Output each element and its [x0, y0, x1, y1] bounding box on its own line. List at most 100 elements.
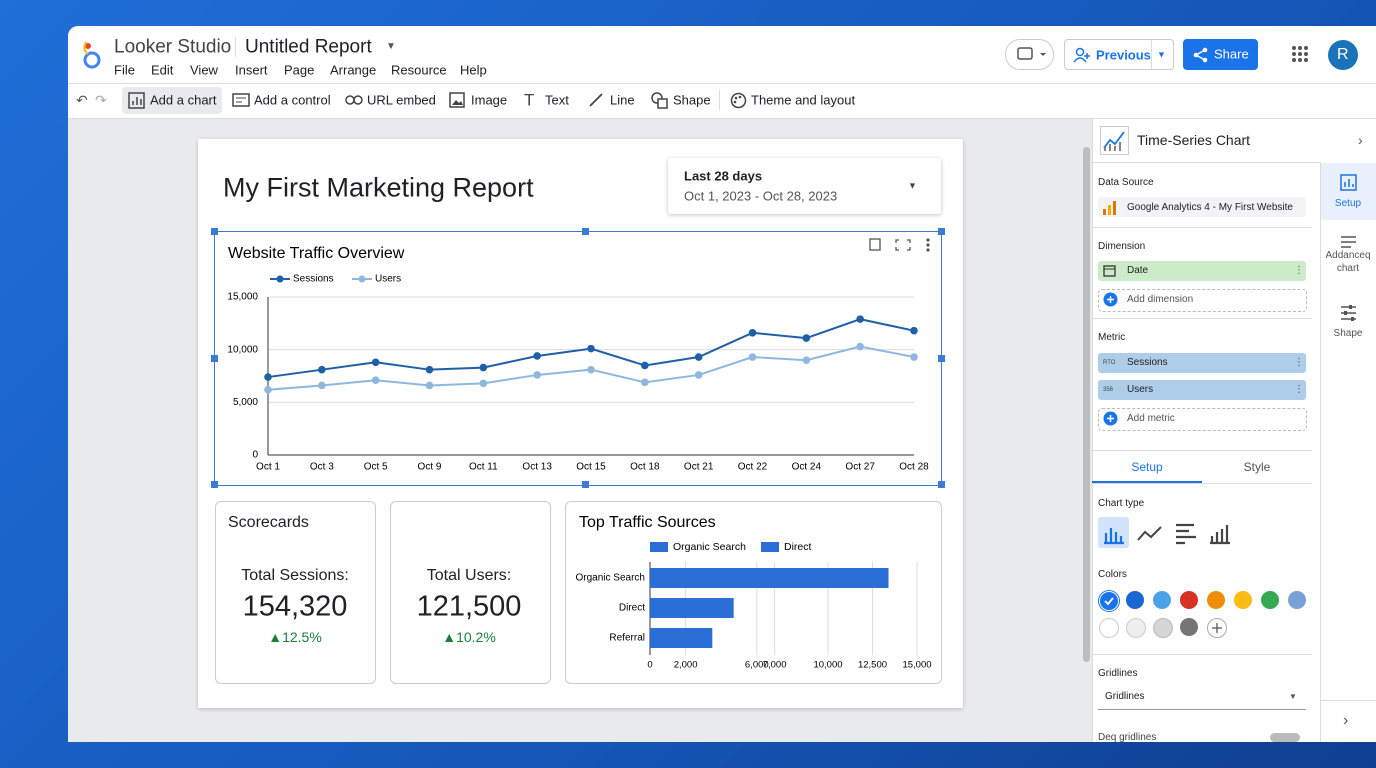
toolbar-item[interactable]: Text [545, 92, 569, 108]
menu-item[interactable]: Edit [151, 62, 174, 78]
toolbar-item[interactable]: Theme and layout [751, 92, 856, 108]
share-button[interactable]: Share [1183, 39, 1258, 70]
menu-item[interactable]: Resource [391, 62, 447, 78]
legend-label: Users [375, 274, 401, 285]
rail-item[interactable]: Setup [1334, 198, 1362, 209]
toolbar-item[interactable]: Shape [673, 92, 711, 108]
color-swatch[interactable] [1099, 591, 1119, 611]
tab[interactable]: Style [1243, 460, 1271, 474]
color-swatch[interactable] [1288, 591, 1306, 609]
apps-icon[interactable] [1291, 45, 1309, 63]
chart-type-icon [1100, 126, 1129, 155]
dropdown-icon[interactable]: ▼ [386, 41, 396, 52]
report-name[interactable]: Untitled Report [245, 36, 372, 58]
color-swatch[interactable] [1180, 618, 1198, 636]
tab[interactable]: Setup [1131, 460, 1163, 474]
rail-item[interactable]: Shape [1333, 328, 1363, 339]
scorecard [215, 501, 376, 684]
metric-icon: 356 [1103, 387, 1114, 393]
date-range-control[interactable]: Last 28 days Oct 1, 2023 - Oct 28, 2023 … [668, 158, 941, 214]
color-swatch[interactable] [1234, 591, 1252, 609]
expand-icon[interactable]: › [1343, 712, 1349, 729]
toolbar-item[interactable]: Add a control [254, 92, 331, 108]
y-tick-label: Direct [619, 603, 645, 614]
x-tick-label: Oct 15 [576, 462, 606, 473]
metric-chip[interactable] [1098, 353, 1306, 373]
data-point [425, 381, 434, 390]
share-label: Share [1214, 46, 1249, 62]
x-tick-label: 12,500 [858, 660, 887, 671]
data-point [641, 361, 649, 370]
color-swatch[interactable] [1126, 591, 1144, 609]
scorecard-change: ▲12.5% [268, 629, 322, 645]
dropdown-icon[interactable]: ▼ [1157, 49, 1166, 60]
collapse-icon[interactable]: › [1358, 132, 1363, 148]
redo[interactable]: ↷ [95, 92, 107, 108]
color-swatch[interactable] [1153, 591, 1171, 609]
gridlines-select[interactable]: Gridlines [1105, 691, 1145, 702]
data-point [748, 353, 757, 361]
x-tick-label: 0 [647, 660, 652, 671]
avatar-letter: R [1337, 46, 1349, 63]
more-icon[interactable]: ⋮ [1294, 384, 1304, 395]
dimension-chip[interactable] [1098, 261, 1306, 281]
chart-frame [565, 501, 942, 684]
menu-item[interactable]: View [190, 62, 218, 78]
chart-title: Top Traffic Sources [579, 514, 716, 531]
color-swatch[interactable] [1099, 618, 1119, 638]
comments-button[interactable] [1005, 39, 1054, 70]
add-dimension-label: Add dimension [1127, 294, 1194, 305]
add-color[interactable] [1207, 618, 1227, 638]
avatar[interactable]: R [1328, 40, 1358, 70]
scorecard [390, 501, 551, 684]
scorecard-value: 154,320 [242, 590, 348, 623]
line-chart: Website Traffic Overview 0 5,000 10,000 15,… [227, 238, 930, 473]
scorecard-value: 121,500 [416, 590, 522, 623]
previous-button[interactable]: Previous ▼ [1064, 39, 1174, 70]
color-swatch[interactable] [1207, 591, 1225, 609]
dropdown-icon[interactable]: ▼ [1289, 692, 1297, 701]
menu-item[interactable]: Help [460, 62, 487, 78]
toolbar-item[interactable]: URL embed [367, 92, 436, 108]
scrollbar [1083, 147, 1090, 662]
more-icon[interactable]: ⋮ [1294, 265, 1304, 276]
panel-title: Time-Series Chart [1137, 132, 1251, 148]
x-tick-label: Oct 1 [256, 462, 280, 473]
toolbar-item[interactable]: Image [471, 92, 508, 108]
x-tick-label: 6,000 [745, 660, 769, 671]
color-swatch[interactable] [1126, 618, 1146, 638]
chart-title: Website Traffic Overview [228, 245, 405, 262]
add-chart-button[interactable] [122, 87, 222, 114]
menu-item[interactable]: Page [284, 62, 315, 78]
color-swatch[interactable] [1180, 591, 1198, 609]
chart-icon [128, 92, 145, 109]
toolbar-item[interactable]: Line [610, 92, 635, 108]
menu-item[interactable]: Insert [235, 62, 268, 78]
legend-swatch [761, 542, 779, 552]
color-swatch[interactable] [1261, 591, 1279, 609]
x-tick-label: Oct 3 [310, 462, 334, 473]
menu-item[interactable]: Arrange [330, 62, 377, 78]
rail-item[interactable]: Addanceq chart [1325, 250, 1371, 274]
more-icon[interactable]: ⋮ [1294, 357, 1304, 368]
data-point [264, 373, 272, 381]
data-point [641, 378, 649, 387]
toggle[interactable] [1270, 733, 1300, 742]
metric-chip[interactable] [1098, 380, 1306, 400]
data-point [856, 342, 864, 351]
undo[interactable]: ↶ [76, 92, 88, 108]
data-point [910, 326, 918, 335]
dropdown-icon[interactable]: ▼ [908, 180, 917, 191]
color-swatch[interactable] [1153, 618, 1173, 638]
add-metric-label: Add metric [1127, 413, 1175, 424]
add-dimension[interactable] [1098, 289, 1307, 312]
toolbar-item[interactable]: Add a chart [150, 92, 217, 108]
logo [83, 41, 101, 69]
app-name: Looker Studio [114, 36, 232, 58]
x-tick-label: Oct 24 [792, 462, 822, 473]
menu-item[interactable]: File [114, 62, 135, 78]
data-point [694, 371, 703, 379]
add-metric[interactable] [1098, 408, 1307, 431]
data-source-chip[interactable] [1098, 197, 1306, 217]
